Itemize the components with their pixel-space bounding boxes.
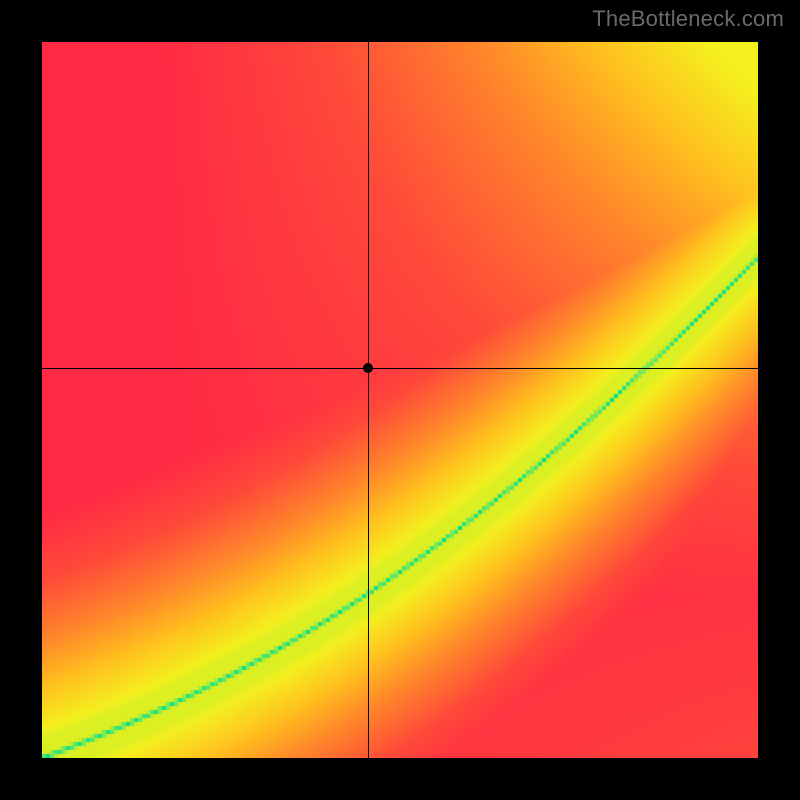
crosshair-marker [363, 363, 373, 373]
heatmap-canvas [42, 42, 758, 758]
crosshair-horizontal [42, 368, 758, 369]
watermark-text: TheBottleneck.com [592, 6, 784, 32]
crosshair-vertical [368, 42, 369, 758]
heatmap-plot [42, 42, 758, 758]
